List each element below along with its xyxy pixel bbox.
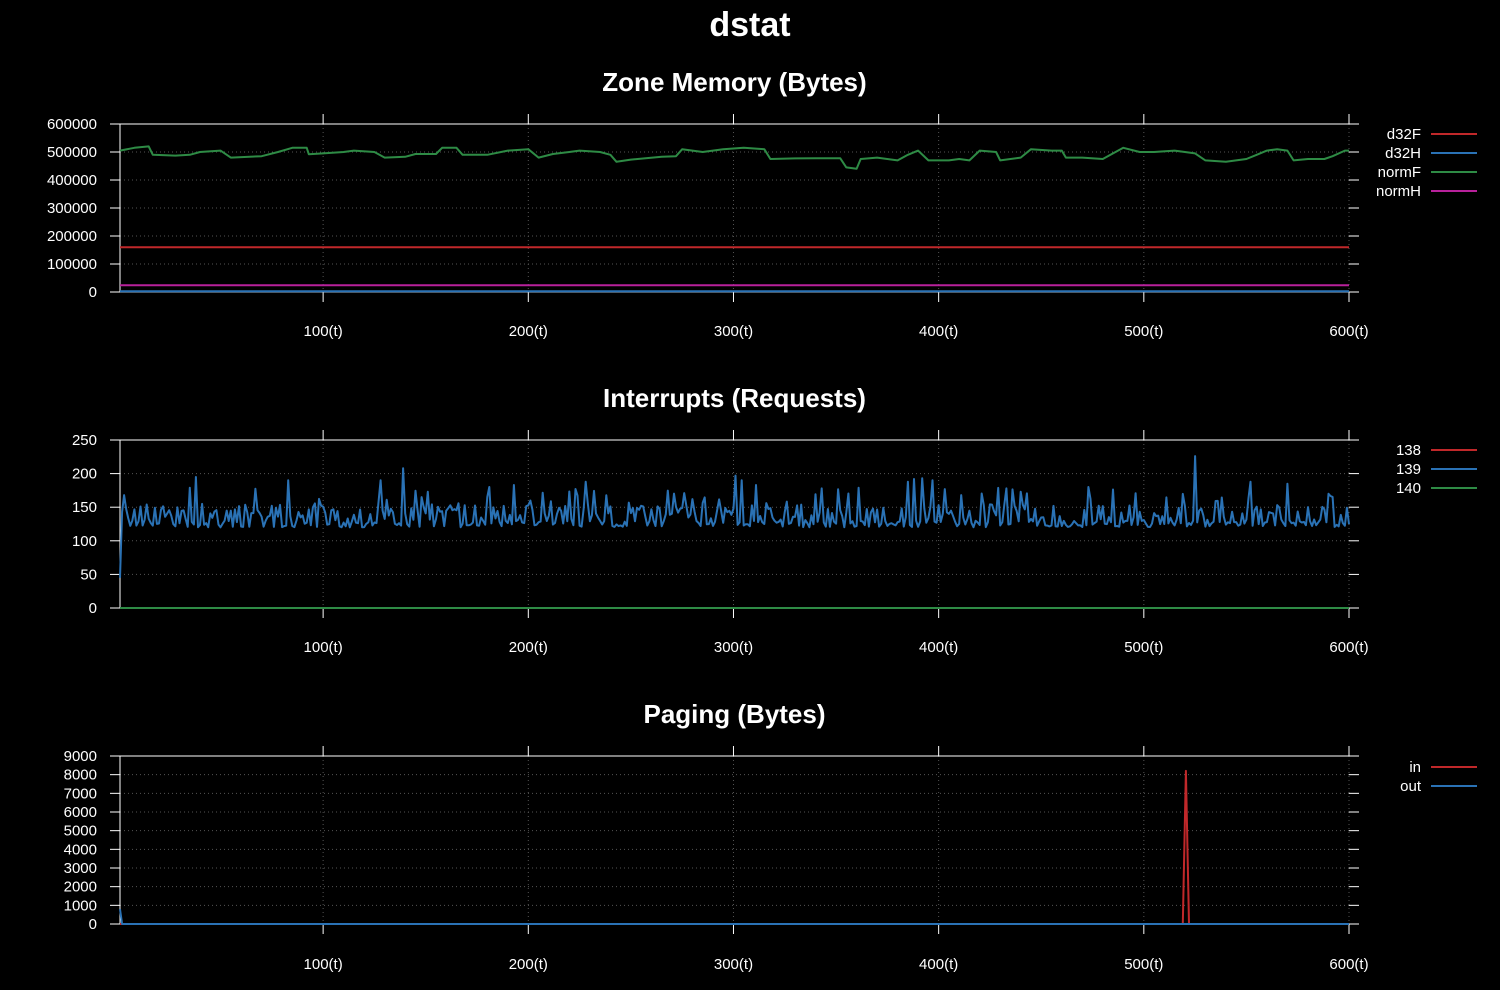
chart1-xtick-label: 600(t) xyxy=(1329,323,1368,340)
chart2-ytick-label: 250 xyxy=(72,432,97,449)
chart2-xtick-label: 100(t) xyxy=(304,639,343,656)
chart3-xtick-label: 500(t) xyxy=(1124,956,1163,973)
chart1-series-normF xyxy=(119,145,1349,170)
chart2-ytick-label: 150 xyxy=(72,499,97,516)
chart2-xtick-label: 600(t) xyxy=(1329,639,1368,656)
chart2-ytick-label: 0 xyxy=(89,600,97,617)
chart1-ytick-label: 300000 xyxy=(47,200,97,217)
chart1-title: Zone Memory (Bytes) xyxy=(602,67,866,97)
chart3-ytick-label: 0 xyxy=(89,916,97,933)
chart2-xtick-label: 400(t) xyxy=(919,639,958,656)
chart2-legend-label: 140 xyxy=(1396,480,1421,497)
chart3-series-in xyxy=(120,769,1349,925)
chart3-ytick-label: 2000 xyxy=(64,879,97,896)
chart3-legend-label: out xyxy=(1400,778,1422,795)
chart2-xtick-label: 500(t) xyxy=(1124,639,1163,656)
chart1-legend-label: d32F xyxy=(1387,126,1421,143)
chart2-ytick-label: 50 xyxy=(80,566,97,583)
chart3-xtick-label: 200(t) xyxy=(509,956,548,973)
chart3-ytick-label: 9000 xyxy=(64,748,97,765)
main-title: dstat xyxy=(709,6,791,44)
chart1-xtick-label: 100(t) xyxy=(304,323,343,340)
chart1-ytick-label: 200000 xyxy=(47,228,97,245)
chart3-xtick-label: 300(t) xyxy=(714,956,753,973)
chart1-ytick-label: 400000 xyxy=(47,172,97,189)
chart2-ytick-label: 100 xyxy=(72,533,97,550)
chart1-legend-label: d32H xyxy=(1385,145,1421,162)
chart3-legend-label: in xyxy=(1409,759,1421,776)
chart3-ytick-label: 8000 xyxy=(64,767,97,784)
chart3-xtick-label: 400(t) xyxy=(919,956,958,973)
chart2-ytick-label: 200 xyxy=(72,466,97,483)
chart3-ytick-label: 4000 xyxy=(64,841,97,858)
chart1-xtick-label: 200(t) xyxy=(509,323,548,340)
chart3-title: Paging (Bytes) xyxy=(643,699,825,729)
chart2-legend-label: 138 xyxy=(1396,442,1421,459)
chart2-xtick-label: 300(t) xyxy=(714,639,753,656)
chart1-ytick-label: 100000 xyxy=(47,256,97,273)
chart3-series-out xyxy=(119,908,1349,925)
chart3-ytick-label: 7000 xyxy=(64,785,97,802)
chart1-xtick-label: 500(t) xyxy=(1124,323,1163,340)
chart1-ytick-label: 0 xyxy=(89,284,97,301)
chart1-legend-label: normH xyxy=(1376,183,1421,200)
chart3-ytick-label: 1000 xyxy=(64,897,97,914)
chart1-ytick-label: 500000 xyxy=(47,144,97,161)
chart3-xtick-label: 600(t) xyxy=(1329,956,1368,973)
chart2-xtick-label: 200(t) xyxy=(509,639,548,656)
chart3-ytick-label: 6000 xyxy=(64,804,97,821)
chart1-legend-label: normF xyxy=(1378,164,1421,181)
chart3-ytick-label: 5000 xyxy=(64,823,97,840)
chart1-xtick-label: 300(t) xyxy=(714,323,753,340)
chart3-ytick-label: 3000 xyxy=(64,860,97,877)
chart2-title: Interrupts (Requests) xyxy=(603,383,866,413)
chart2-series-139 xyxy=(119,455,1350,578)
chart1-ytick-label: 600000 xyxy=(47,116,97,133)
chart2-legend-label: 139 xyxy=(1396,461,1421,478)
chart1-xtick-label: 400(t) xyxy=(919,323,958,340)
chart3-xtick-label: 100(t) xyxy=(304,956,343,973)
